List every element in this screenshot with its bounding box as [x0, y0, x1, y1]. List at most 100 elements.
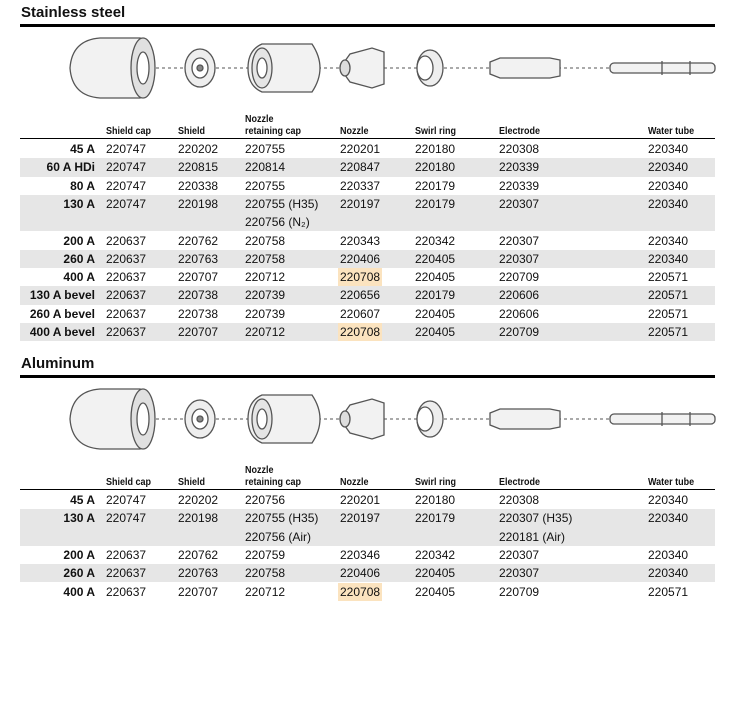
highlighted-cell: 220708 [338, 582, 383, 601]
table-row: 45 A 220747 220202 220756 220201 220180 220308… [20, 491, 715, 509]
column-header: Shield cap [106, 477, 152, 488]
cell: 220337 [340, 178, 381, 193]
table-row: 80 A 220747 220338 220755 220337 220179 220339… [20, 177, 715, 195]
cell: 220747 [106, 160, 147, 175]
cell: 220637 [106, 270, 147, 285]
cell: 220756 [245, 493, 286, 507]
cell: 220747 [106, 196, 147, 211]
row-label: 260 A bevel [29, 306, 95, 321]
cell: 220340 [648, 547, 689, 562]
cell: 220346 [340, 547, 381, 562]
cell: 220571 [648, 288, 689, 303]
section: Aluminum Shield cap Shield Nozzle retaining… [0, 351, 735, 701]
row-label: 45 A [70, 493, 95, 507]
cell: 220637 [106, 566, 147, 581]
row-label: 130 A [63, 511, 95, 526]
row-label: 130 A bevel [29, 288, 95, 303]
cell: 220739 [245, 288, 286, 303]
column-header: Shield [178, 477, 206, 488]
column-header: Shield cap [106, 126, 152, 137]
cell: 220758 [245, 233, 286, 248]
cell: 220340 [648, 251, 689, 266]
cell: 220755 [245, 178, 286, 193]
page: Stainless steel Shield cap Shield Nozzle re… [20, 4, 716, 601]
cell: 220340 [648, 142, 689, 156]
cell: 220755 [245, 142, 286, 156]
cell: 220180 [415, 142, 456, 156]
cell: 220405 [415, 325, 456, 339]
cell: 220339 [499, 160, 540, 175]
cell: 220340 [648, 160, 689, 175]
cell: 220405 [415, 270, 456, 285]
table-row: 200 A 220637 220762 220758 220343 220342 22030… [20, 232, 715, 250]
cell: 220656 [340, 288, 381, 303]
table-row: 260 A bevel 220637 220738 220739 220607 22040… [20, 305, 715, 323]
cell: 220406 [340, 566, 381, 581]
cell: 220712 [245, 270, 286, 285]
cell: 220202 [178, 493, 219, 507]
cell-line: 220755 (H35) [245, 511, 319, 526]
cell: 220198 [178, 196, 219, 211]
cell: 220637 [106, 233, 147, 248]
row-label: 200 A [63, 547, 95, 562]
cell: 220197 [340, 511, 381, 526]
cell: 220637 [106, 251, 147, 266]
title-rule [20, 24, 715, 27]
row-label: 80 A [70, 178, 95, 193]
section-title: Stainless steel [21, 4, 126, 21]
cell: 220763 [178, 566, 219, 581]
cell: 220179 [415, 511, 456, 526]
section-title: Aluminum [21, 355, 95, 372]
cell: 220340 [648, 493, 689, 507]
cell: 220405 [415, 251, 456, 266]
cell: 220815 [178, 160, 219, 175]
cell: 220340 [648, 511, 689, 526]
cell-line: 220181 (Air) [499, 529, 566, 544]
cell: 220759 [245, 547, 286, 562]
cell: 220571 [648, 325, 689, 339]
cell: 220738 [178, 306, 219, 321]
cell: 220308 [499, 142, 540, 156]
cell: 220307 [499, 566, 540, 581]
cell: 220339 [499, 178, 540, 193]
cell: 220762 [178, 547, 219, 562]
cell: 220637 [106, 584, 147, 599]
cell: 220197 [340, 196, 381, 211]
parts-illustration [0, 381, 735, 457]
cell: 220405 [415, 566, 456, 581]
cell: 220342 [415, 233, 456, 248]
cell: 220405 [415, 306, 456, 321]
column-header: Nozzle retaining cap [245, 465, 302, 488]
cell: 220814 [245, 160, 286, 175]
cell: 220739 [245, 306, 286, 321]
cell: 220201 [340, 493, 381, 507]
highlighted-cell: 220708 [338, 323, 383, 342]
column-header: Nozzle retaining cap [245, 114, 302, 137]
cell: 220762 [178, 233, 219, 248]
highlighted-cell: 220708 [338, 268, 383, 287]
cell: 220307 [499, 233, 540, 248]
cell: 220709 [499, 270, 540, 285]
cell: 220847 [340, 160, 381, 175]
cell: 220307 [499, 547, 540, 562]
cell: 220571 [648, 270, 689, 285]
cell: 220202 [178, 142, 219, 156]
cell: 220707 [178, 584, 219, 599]
table-row: 130 A 220747 220198 220755 (H35) 220756 (Air… [20, 509, 715, 546]
table-row: 130 A 220747 220198 220755 (H35) 220756 (N₂)… [20, 194, 715, 232]
header-rule [20, 138, 715, 139]
cell: 220637 [106, 288, 147, 303]
cell: 220747 [106, 511, 147, 526]
cell: 220307 [499, 251, 540, 266]
cell-line: 220755 (H35) [245, 196, 319, 211]
cell: 220709 [499, 584, 540, 599]
table-row: 400 A 220637 220707 220712 220708 220405 22070… [20, 268, 715, 287]
cell: 220340 [648, 196, 689, 211]
cell: 220340 [648, 566, 689, 581]
cell: 220707 [178, 325, 219, 339]
table-row: 260 A 220637 220763 220758 220406 220405 22030… [20, 564, 715, 583]
cell: 220338 [178, 178, 219, 193]
cell: 220179 [415, 288, 456, 303]
row-label: 60 A HDi [46, 160, 95, 175]
cell: 220747 [106, 493, 147, 507]
